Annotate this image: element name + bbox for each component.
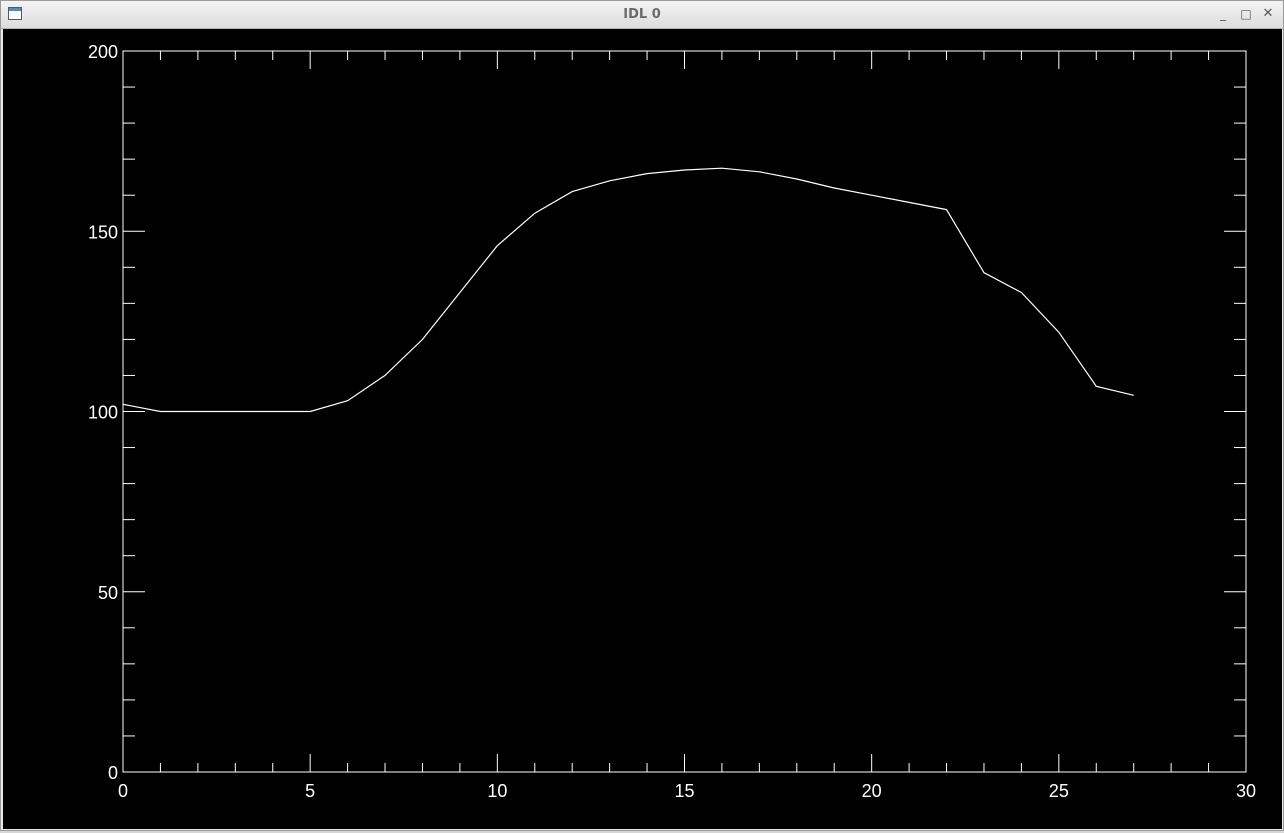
x-tick-label: 15 (674, 781, 694, 801)
x-tick-label: 10 (487, 781, 507, 801)
series-line (122, 167, 1134, 413)
x-tick-label: 0 (118, 781, 128, 801)
minimize-button[interactable]: _ (1220, 7, 1226, 21)
y-tick-label: 100 (88, 403, 118, 423)
window-icon[interactable] (8, 7, 22, 20)
x-tick-label: 30 (1236, 781, 1256, 801)
close-button[interactable]: ✕ (1262, 6, 1274, 21)
y-tick-label: 200 (88, 42, 118, 62)
x-tick-label: 5 (305, 781, 315, 801)
maximize-button[interactable]: □ (1240, 7, 1252, 21)
y-tick-label: 0 (108, 763, 118, 783)
x-tick-label: 25 (1049, 781, 1069, 801)
x-tick-label: 20 (862, 781, 882, 801)
line-chart: 0 5 10 15 20 25 30 0 50 100 150 200 (88, 42, 1256, 801)
title-bar[interactable]: IDL 0 _ □ ✕ (1, 1, 1283, 29)
y-tick-label: 50 (98, 583, 118, 603)
window-title: IDL 0 (623, 7, 661, 22)
y-tick-label: 150 (88, 222, 118, 242)
plot-canvas: 0 5 10 15 20 25 30 0 50 100 150 200 (3, 29, 1282, 829)
